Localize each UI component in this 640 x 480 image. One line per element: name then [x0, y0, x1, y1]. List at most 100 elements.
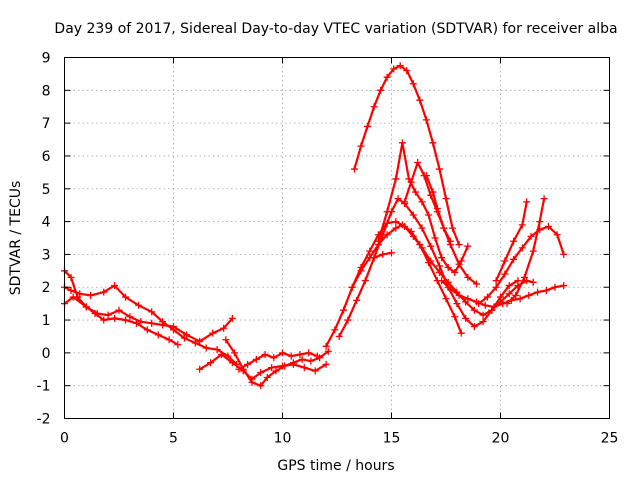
data-point	[335, 332, 343, 340]
data-point	[464, 295, 472, 303]
data-point	[510, 255, 518, 263]
data-point	[492, 277, 500, 285]
data-point	[501, 257, 509, 265]
data-point	[331, 326, 339, 334]
data-point	[479, 311, 487, 319]
data-point	[534, 288, 542, 296]
series-track-16	[475, 223, 568, 308]
data-point	[377, 86, 385, 94]
data-point	[348, 283, 356, 291]
data-point	[401, 198, 409, 206]
data-point	[470, 323, 478, 331]
data-point	[516, 295, 524, 303]
data-point	[409, 80, 417, 88]
data-point	[438, 277, 446, 285]
data-point	[100, 288, 108, 296]
data-point	[414, 159, 422, 167]
data-point	[196, 365, 204, 373]
data-point	[263, 373, 271, 381]
y-tick-label: -2	[37, 412, 51, 428]
data-point	[392, 224, 400, 232]
data-point	[357, 267, 365, 275]
data-point	[383, 231, 391, 239]
data-point	[505, 290, 513, 298]
data-point	[523, 198, 531, 206]
data-point	[542, 287, 550, 295]
data-point	[279, 349, 286, 357]
data-point	[520, 273, 528, 281]
data-point	[429, 139, 437, 147]
data-point	[455, 241, 463, 249]
data-point	[364, 122, 372, 130]
series-line	[425, 174, 478, 285]
data-point	[464, 273, 472, 281]
data-point	[220, 324, 228, 332]
data-point	[350, 165, 358, 173]
data-point	[143, 326, 151, 334]
data-point	[394, 195, 402, 203]
data-point	[244, 360, 252, 368]
data-point	[298, 355, 306, 363]
data-point	[322, 342, 330, 350]
data-point	[442, 195, 450, 203]
data-point	[505, 282, 513, 290]
data-point	[74, 293, 82, 301]
data-point	[148, 319, 156, 327]
data-point	[398, 221, 406, 229]
data-point	[174, 341, 182, 349]
data-point	[305, 349, 313, 357]
data-point	[407, 178, 415, 186]
data-point	[353, 296, 361, 304]
series-track-12	[370, 249, 395, 262]
series-track-18	[503, 195, 548, 308]
series-line	[505, 197, 546, 305]
data-point	[111, 282, 119, 290]
y-tick-label: 2	[42, 280, 51, 296]
y-tick-label: 3	[42, 247, 51, 263]
data-point	[313, 352, 321, 360]
data-point	[418, 224, 426, 232]
data-point	[257, 369, 265, 377]
data-point	[115, 306, 123, 314]
x-axis-label: GPS time / hours	[277, 458, 394, 474]
data-point	[455, 291, 463, 299]
data-point	[446, 285, 454, 293]
y-tick-label: 4	[42, 215, 51, 231]
data-point	[560, 282, 568, 290]
data-point	[388, 249, 395, 257]
data-point	[137, 318, 145, 326]
data-point	[503, 300, 511, 308]
data-point	[132, 319, 140, 327]
grid	[64, 57, 610, 419]
data-point	[455, 260, 463, 268]
data-point	[235, 365, 243, 373]
data-point	[464, 242, 472, 250]
data-point	[296, 351, 304, 359]
data-point	[551, 283, 559, 291]
x-tick-label: 20	[492, 431, 510, 447]
data-point	[370, 254, 378, 262]
data-point	[529, 278, 537, 286]
data-point	[67, 287, 75, 295]
data-point	[435, 165, 443, 173]
data-point	[207, 359, 215, 367]
data-point	[418, 198, 426, 206]
data-point	[392, 175, 400, 183]
series-track-9	[348, 221, 465, 337]
data-point	[403, 67, 411, 75]
data-point	[213, 346, 221, 354]
data-point	[427, 242, 435, 250]
data-point	[446, 241, 454, 249]
data-point	[209, 329, 217, 337]
data-point	[170, 323, 177, 331]
data-point	[473, 280, 481, 288]
data-point	[433, 204, 441, 212]
data-point	[514, 277, 522, 285]
data-point	[370, 103, 378, 111]
y-tick-label: 0	[42, 346, 51, 362]
data-point	[191, 339, 199, 347]
data-point	[409, 211, 417, 219]
plot-frame	[64, 57, 610, 419]
